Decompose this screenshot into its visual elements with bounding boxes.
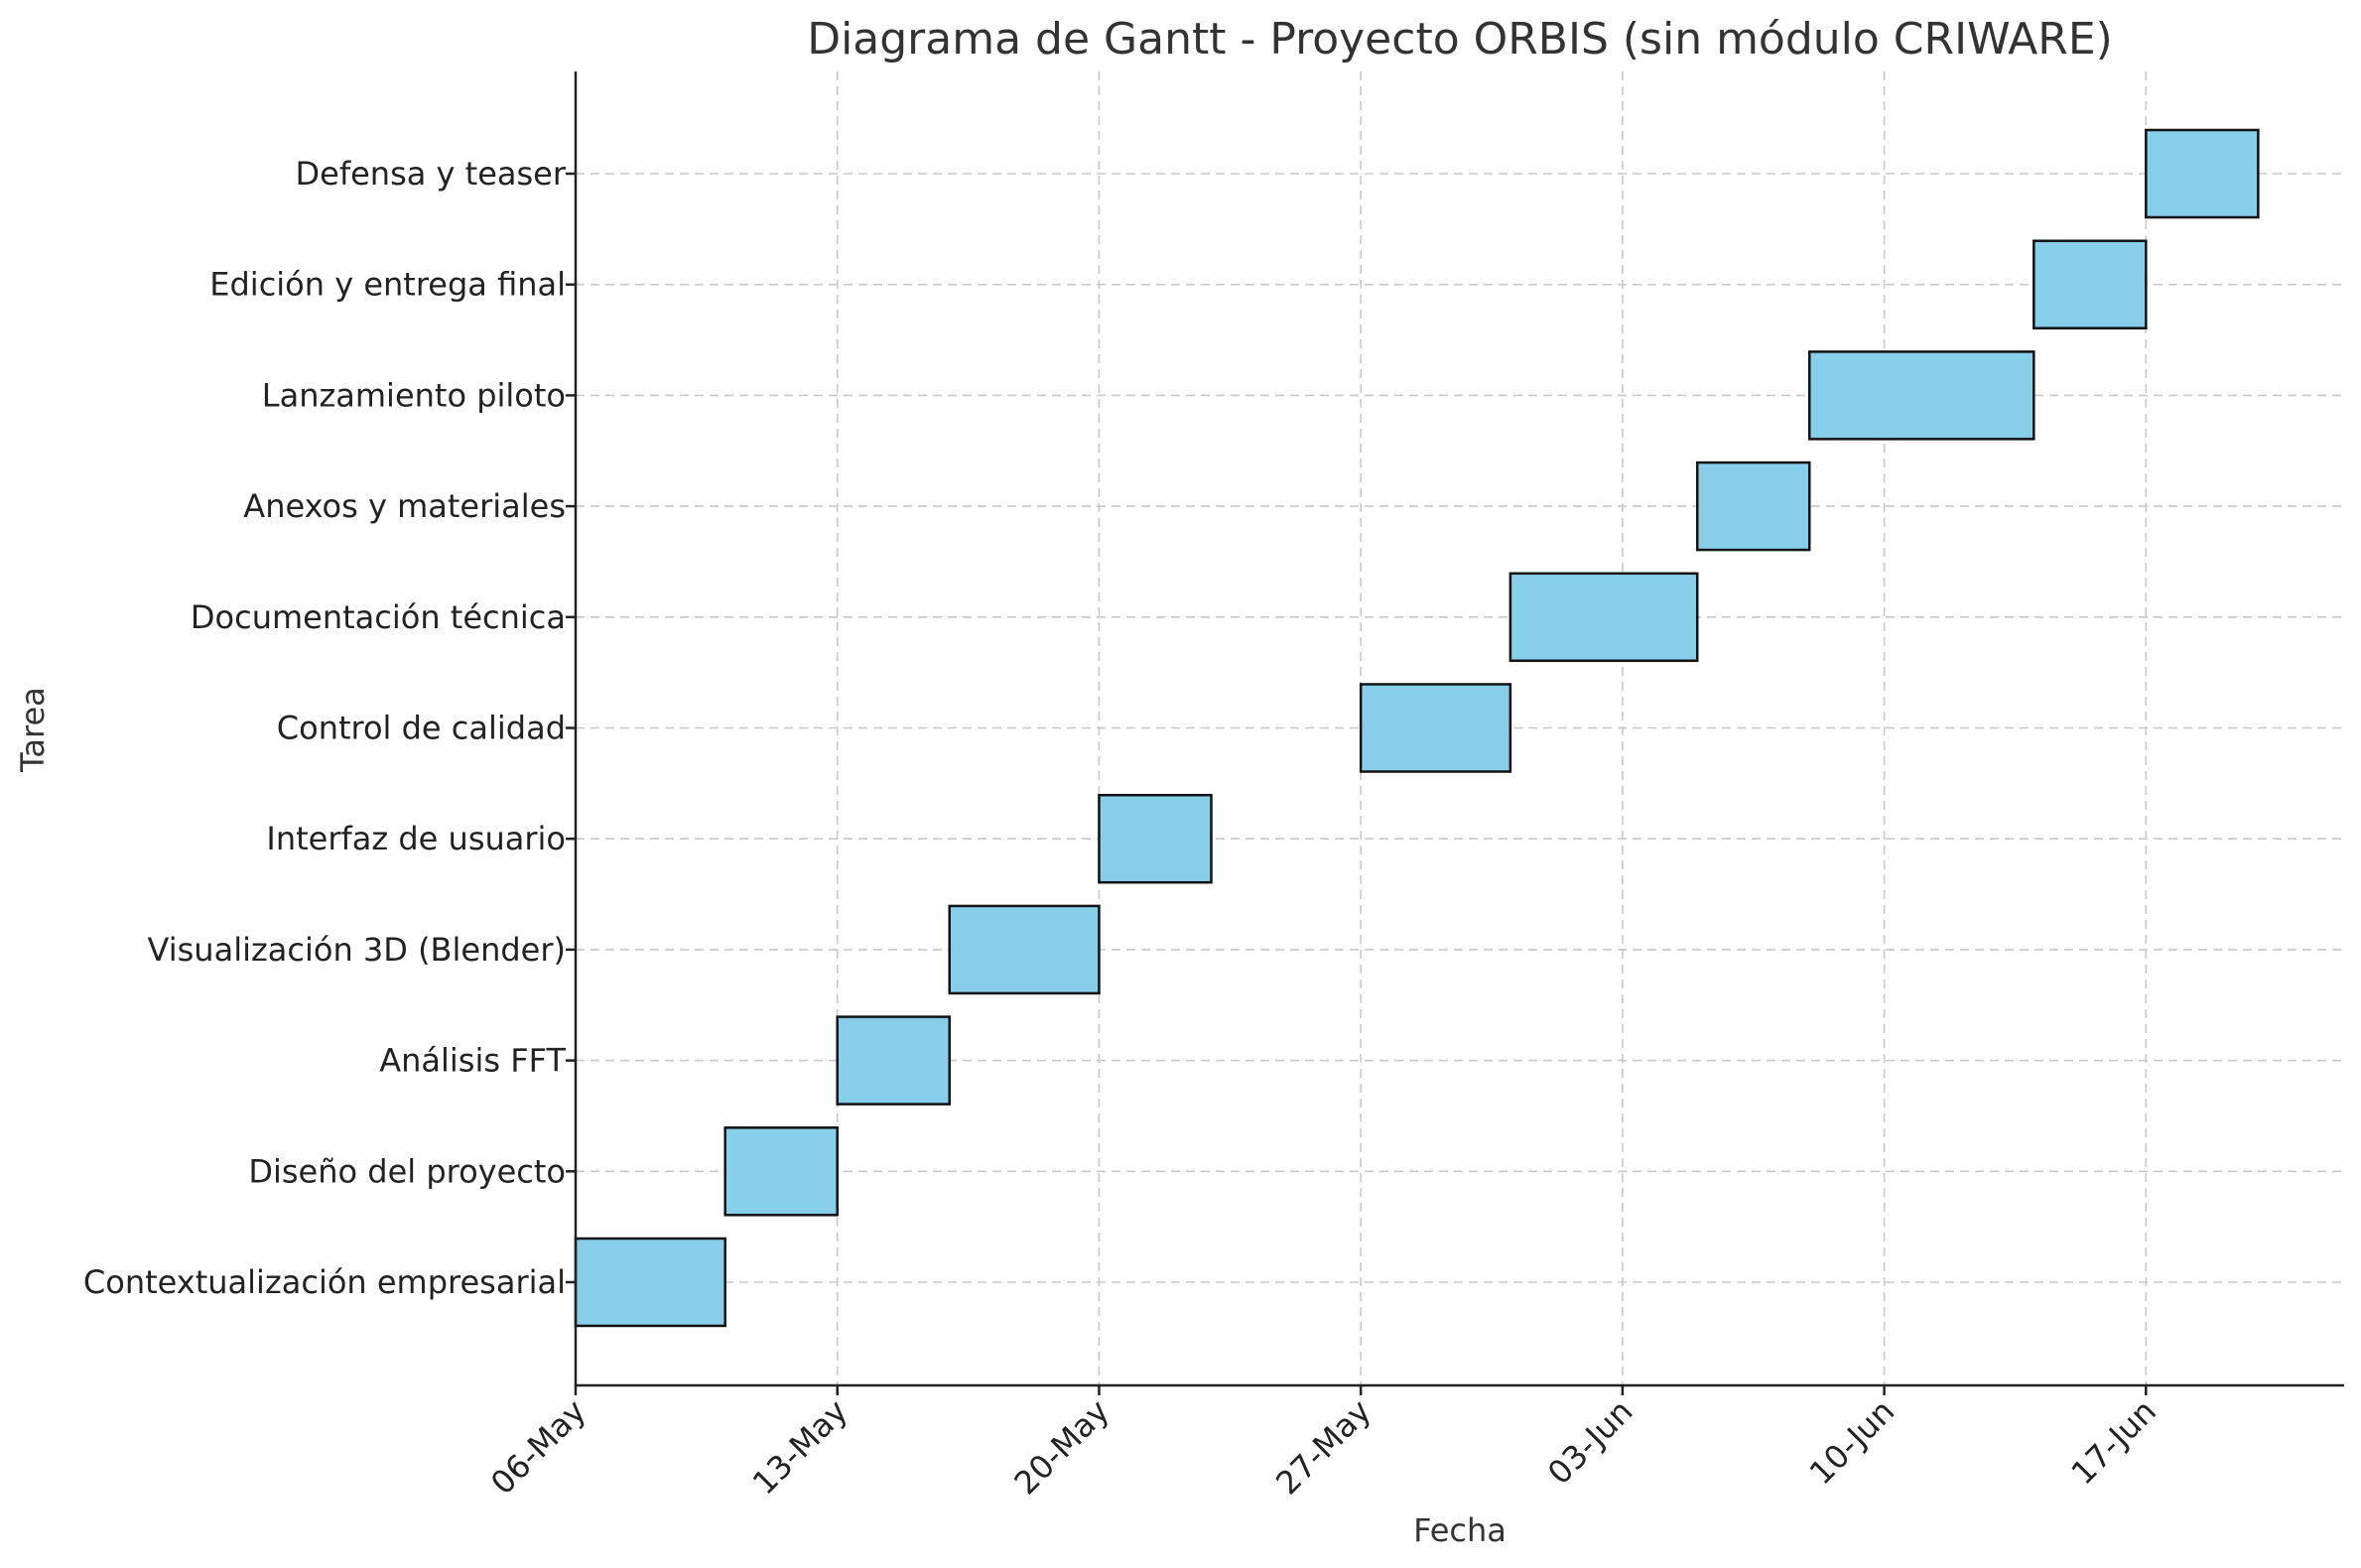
y-tick-label: Anexos y materiales <box>243 487 566 525</box>
task-bar <box>2033 239 2148 329</box>
y-tick-label: Contextualización empresarial <box>83 1263 566 1301</box>
x-tick-label: 13-May <box>745 1392 855 1503</box>
task-bar <box>2145 128 2260 219</box>
x-tick-label: 17-Jun <box>2064 1392 2164 1492</box>
task-bar <box>948 904 1101 995</box>
x-axis-label: Fecha <box>1413 1511 1507 1549</box>
y-tick-label: Análisis FFT <box>379 1042 566 1080</box>
y-tick-label: Edición y entrega final <box>209 266 566 304</box>
y-axis-label: Tarea <box>14 687 52 773</box>
chart-title: Diagrama de Gantt - Proyecto ORBIS (sin … <box>807 14 2113 65</box>
task-bar <box>1359 683 1512 773</box>
task-bar <box>1808 350 2035 441</box>
x-tick-label: 27-May <box>1268 1392 1378 1503</box>
x-tick-label: 06-May <box>483 1392 593 1503</box>
x-tick-label: 10-Jun <box>1802 1392 1902 1492</box>
y-tick-label: Interfaz de usuario <box>266 820 566 857</box>
y-tick-label: Visualización 3D (Blender) <box>148 931 566 969</box>
task-bar <box>1695 460 1811 552</box>
y-tick-label: Lanzamiento piloto <box>262 376 566 414</box>
task-bar <box>1508 572 1699 663</box>
ticks-layer: 06-May 13-May 20-May 27-May 03-Jun 10-Jun 17-J… <box>83 155 2164 1502</box>
task-bar <box>1098 793 1213 884</box>
y-tick-label: Defensa y teaser <box>296 155 567 193</box>
x-tick-label: 20-May <box>1006 1392 1116 1503</box>
y-tick-label: Documentación técnica <box>191 598 566 636</box>
y-tick-label: Control de calidad <box>277 710 566 747</box>
x-tick-label: 03-Jun <box>1540 1392 1640 1492</box>
task-bar <box>574 1237 726 1328</box>
y-tick-label: Diseño del proyecto <box>248 1152 566 1190</box>
task-bar <box>723 1126 839 1217</box>
bars-layer <box>574 128 2260 1328</box>
task-bar <box>836 1015 951 1106</box>
